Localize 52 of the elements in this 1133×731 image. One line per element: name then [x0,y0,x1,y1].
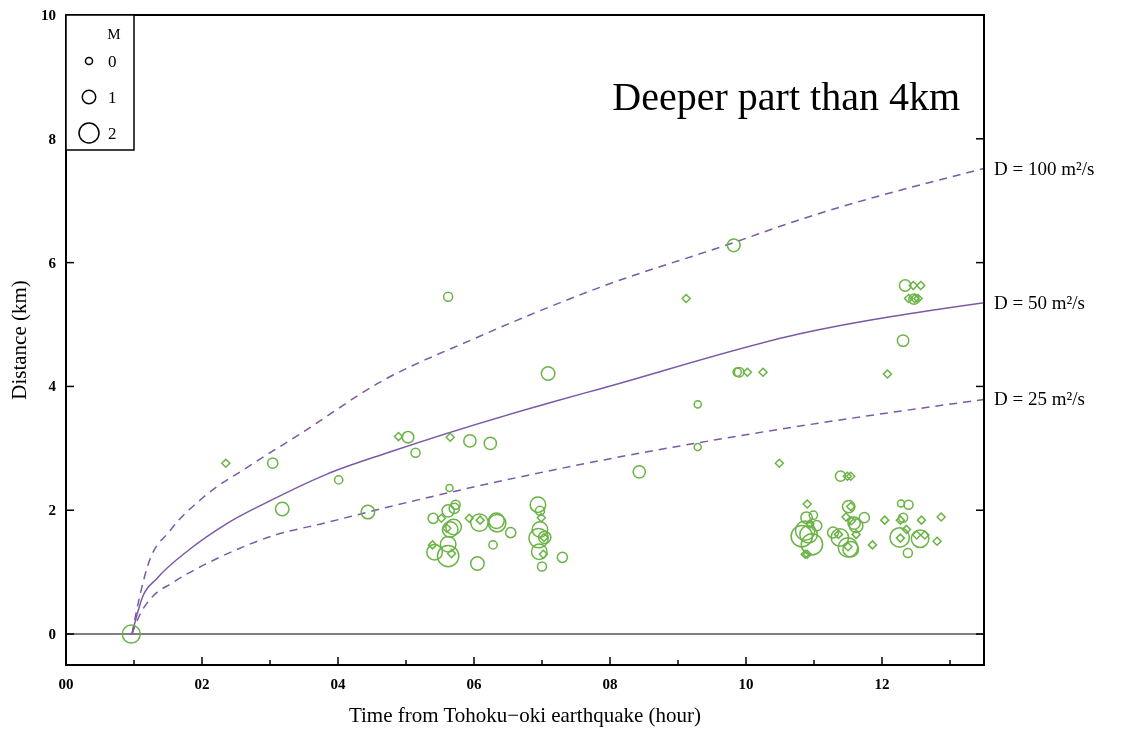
point [913,293,923,304]
point [221,458,231,468]
point [393,431,404,442]
legend-title: M [107,26,121,42]
point [742,367,753,377]
x-tick-label: 12 [874,676,890,692]
point [758,367,768,377]
y-tick-label: 8 [48,130,56,147]
point [867,540,878,550]
point [851,529,861,540]
point [895,515,906,525]
x-tick-label: 02 [194,676,210,692]
point [681,293,691,304]
point [901,524,912,535]
point [774,458,785,468]
series-label: D = 25 m²/s [994,388,1085,410]
point [916,280,926,291]
point [802,499,812,509]
x-tick-label: 00 [58,676,74,692]
y-tick-label: 6 [48,254,57,271]
point [882,369,893,379]
point [536,512,547,523]
point [436,513,447,524]
y-tick-label: 4 [48,378,57,395]
series-label: D = 50 m²/s [994,291,1085,313]
point [908,280,919,291]
legend-label: 0 [108,52,117,71]
point [916,515,927,525]
legend-label: 2 [108,124,117,143]
point [841,512,851,522]
point [936,512,946,522]
point [879,515,890,525]
point [909,293,920,304]
x-tick-label: 06 [466,676,482,692]
point [903,293,914,304]
point [427,540,438,550]
point [805,519,815,529]
x-axis-title: Time from Tohoku−oki earthquake (hour) [348,703,702,727]
text: Deeper part than 4km [612,74,960,119]
series-label: D = 100 m²/s [994,157,1095,179]
point [464,513,474,524]
y-tick-label: 0 [48,626,56,643]
point [932,536,942,546]
y-axis-title: Distance (km) [7,280,31,400]
x-tick-label: 08 [602,676,618,692]
y-tick-label: 10 [41,7,56,23]
x-tick-label: 10 [738,676,754,692]
x-tick-label: 04 [330,676,346,692]
legend-label: 1 [108,88,117,107]
point [845,501,856,512]
y-tick-label: 2 [48,502,56,519]
point [445,432,455,442]
